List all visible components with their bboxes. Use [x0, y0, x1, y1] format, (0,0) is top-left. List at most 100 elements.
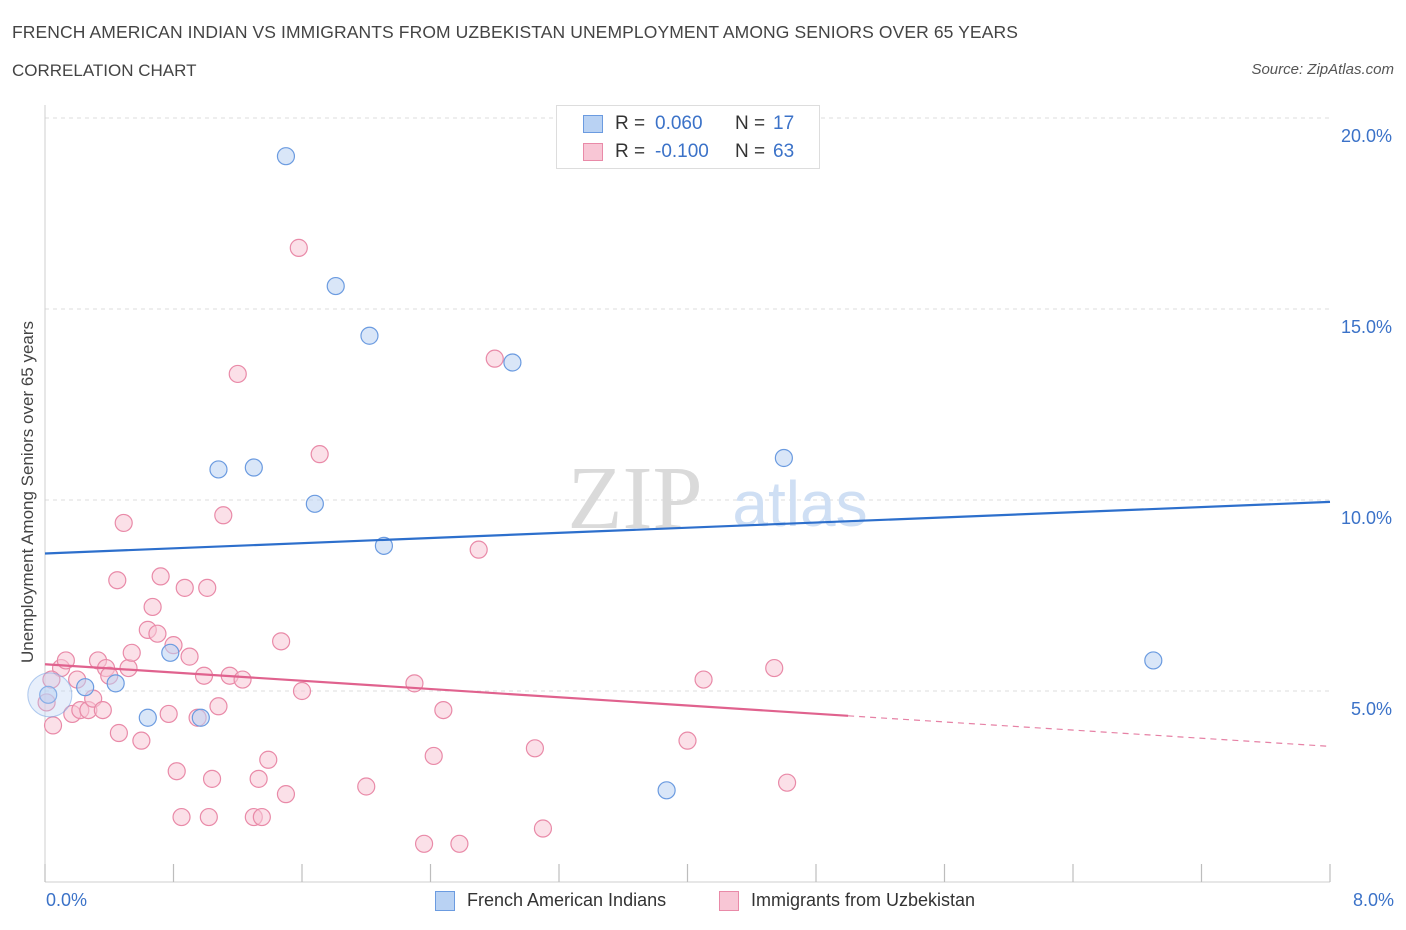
french-american-indian-point [209, 460, 228, 479]
uzbekistan-immigrant-point [151, 567, 170, 586]
r-label: R = [615, 141, 646, 162]
french-american-indian-point [1144, 651, 1163, 670]
uzbekistan-immigrant-point [109, 723, 128, 743]
source-credit: Source: ZipAtlas.com [1251, 61, 1394, 78]
uzbekistan-immigrant-point [289, 238, 308, 257]
blue-swatch [583, 115, 603, 133]
french-american-indian-point [326, 276, 345, 296]
french-american-indian-point [76, 678, 95, 697]
legend-row-french-american-indians: R = 0.060 N = 17 [583, 111, 794, 137]
uzbekistan-immigrant-point [485, 349, 504, 368]
pink-swatch [583, 143, 603, 161]
uzbekistan-immigrant-point [424, 746, 443, 766]
uzbekistan-immigrant-point [777, 773, 797, 792]
uzbekistan-immigrant-point [414, 834, 434, 853]
french-american-indian-point [161, 643, 180, 662]
french-american-indian-point [374, 536, 394, 555]
uzbekistan-immigrant-point [765, 658, 784, 678]
trend-lines [44, 500, 1331, 747]
uzbekistan-immigrant-point [175, 578, 194, 597]
uzbekistan-immigrant-point [43, 716, 63, 735]
french-american-indian-point [106, 674, 125, 693]
uzbekistan-immigrant-point [214, 506, 233, 525]
stats-legend: R = 0.060 N = 17 R = -0.100 N = 63 [556, 105, 820, 169]
n-label: N = [735, 141, 766, 162]
legend-row-immigrants-uzbekistan: R = -0.100 N = 63 [583, 139, 794, 165]
uzbekistan-immigrant-point [272, 632, 291, 651]
french-american-indian-point [657, 781, 676, 800]
watermark-atlas: atlas [732, 468, 867, 540]
pink-swatch [719, 890, 739, 911]
n-value: 63 [773, 141, 795, 162]
legend-label: Immigrants from Uzbekistan [751, 890, 976, 910]
data-points [27, 147, 1163, 853]
legend-label: French American Indians [467, 890, 667, 910]
uzbekistan-immigrant-point [357, 777, 376, 796]
uzbekistan-immigrant-point [450, 834, 469, 853]
uzbekistan-immigrant-point [108, 571, 127, 590]
watermark: ZIP atlas [568, 449, 868, 548]
uzbekistan-immigrant-point [259, 750, 278, 769]
uzbekistan-immigrant-point [148, 624, 167, 643]
uzbekistan-immigrant-point [143, 597, 162, 617]
legend-item-french-american-indians: French American Indians [435, 890, 666, 911]
uzbekistan-immigrant-point [132, 731, 151, 750]
y-tick-labels: 5.0% 10.0% 15.0% 20.0% [1341, 126, 1392, 719]
uzbekistan-trend-extension [848, 715, 1331, 747]
uzbekistan-immigrant-point [252, 807, 271, 827]
y-axis-label: Unemployment Among Seniors over 65 years [18, 320, 37, 664]
r-value: 0.060 [655, 113, 703, 134]
chart-title: FRENCH AMERICAN INDIAN VS IMMIGRANTS FRO… [12, 22, 1018, 42]
y-tick-label: 10.0% [1341, 508, 1392, 528]
chart-subtitle: CORRELATION CHART [12, 61, 197, 80]
y-tick-label: 5.0% [1351, 699, 1392, 719]
uzbekistan-immigrant-point [469, 540, 488, 559]
french-american-indian-trend-line [44, 500, 1331, 555]
french-american-indian-point [360, 326, 379, 345]
axes [44, 105, 1331, 883]
uzbekistan-immigrant-point [228, 364, 247, 384]
x-tick-label-left: 0.0% [46, 890, 88, 910]
r-label: R = [615, 113, 646, 134]
uzbekistan-immigrant-point [180, 647, 199, 666]
uzbekistan-immigrant-point [159, 704, 178, 724]
uzbekistan-immigrant-point [172, 807, 191, 827]
uzbekistan-immigrant-point [167, 762, 186, 781]
legend-item-immigrants-uzbekistan: Immigrants from Uzbekistan [719, 890, 975, 911]
r-value: -0.100 [655, 141, 709, 162]
uzbekistan-immigrant-point [198, 578, 217, 597]
uzbekistan-immigrant-point [525, 739, 545, 758]
uzbekistan-immigrant-point [114, 513, 133, 533]
n-label: N = [735, 113, 766, 134]
uzbekistan-immigrant-point [199, 807, 218, 827]
y-tick-label: 20.0% [1341, 126, 1392, 146]
french-american-indian-point [305, 494, 324, 513]
uzbekistan-immigrant-point [292, 681, 312, 701]
uzbekistan-immigrant-point [233, 670, 252, 689]
french-american-indian-point [138, 708, 157, 727]
uzbekistan-immigrant-point [434, 700, 453, 720]
french-american-indian-point [774, 448, 793, 468]
uzbekistan-immigrant-point [533, 819, 553, 838]
uzbekistan-trend-line [44, 663, 849, 717]
french-american-indian-point [39, 685, 58, 704]
uzbekistan-immigrant-point [119, 658, 138, 678]
french-american-indian-point [276, 147, 296, 166]
n-value: 17 [773, 113, 795, 134]
french-american-indian-point [503, 353, 522, 372]
uzbekistan-immigrant-point [694, 670, 713, 689]
series-legend: French American Indians Immigrants from … [0, 890, 1406, 916]
uzbekistan-immigrant-point [209, 697, 228, 716]
cluster-point [27, 672, 73, 718]
uzbekistan-immigrant-point [310, 445, 329, 464]
french-american-indian-point [191, 708, 210, 727]
uzbekistan-immigrant-point [202, 769, 222, 788]
watermark-zip: ZIP [568, 449, 703, 548]
french-american-indian-point [244, 458, 263, 477]
grid-lines [45, 117, 1330, 692]
uzbekistan-immigrant-point [122, 643, 141, 662]
x-tick-label-right: 8.0% [1352, 890, 1394, 910]
uzbekistan-immigrant-point [678, 731, 697, 750]
y-tick-label: 15.0% [1341, 317, 1392, 337]
